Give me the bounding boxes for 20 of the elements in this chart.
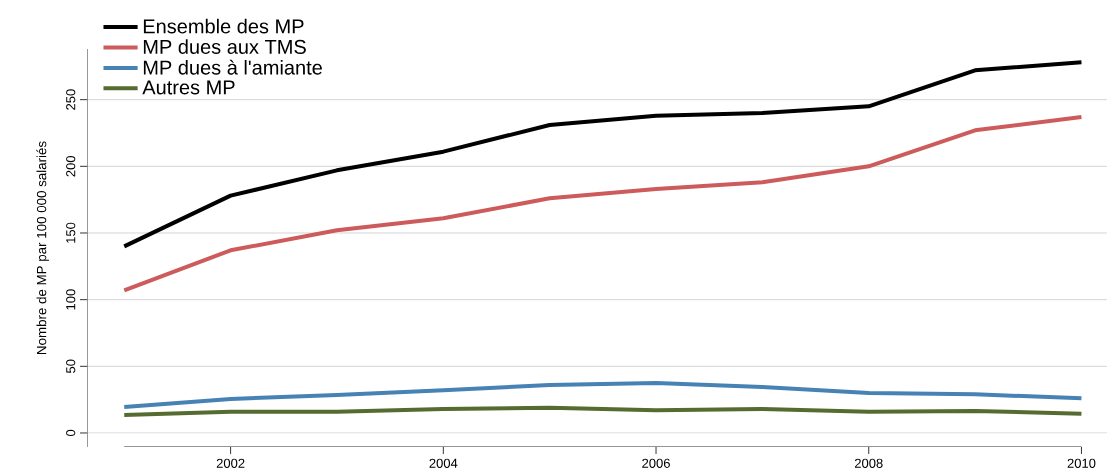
y-tick-label: 200 <box>66 155 76 177</box>
y-tick-label: 150 <box>66 222 76 243</box>
y-tick-label: 250 <box>66 89 76 110</box>
legend-label: Autres MP <box>142 80 235 95</box>
line-series <box>122 380 1084 409</box>
y-axis-title: Nombre de MP par 100 000 salariés <box>36 141 49 354</box>
x-tick-label: 2002 <box>216 458 245 468</box>
legend-label: Ensemble des MP <box>143 18 304 34</box>
y-tick-label: 0 <box>66 429 76 437</box>
line-series <box>122 405 1084 417</box>
legend-label: MP dues aux TMS <box>143 39 306 54</box>
x-tick-label: 2008 <box>854 458 883 468</box>
y-tick-label: 100 <box>66 289 76 310</box>
x-tick-label: 2006 <box>642 458 670 468</box>
x-tick-label: 2010 <box>1067 458 1096 468</box>
line-series <box>122 114 1084 293</box>
line-series <box>122 60 1084 249</box>
y-tick-label: 50 <box>66 359 76 374</box>
legend-label: MP dues à l'amiante <box>143 59 322 75</box>
x-tick-label: 2004 <box>429 458 458 468</box>
